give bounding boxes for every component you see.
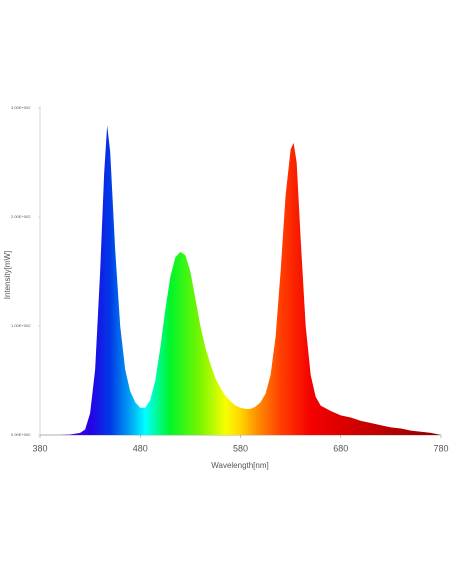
x-tick-label: 680 [333,443,348,453]
y-tick-label: 2.00E+002 [11,214,31,219]
x-tick-label: 580 [233,443,248,453]
y-tick-label: 0.00E+000 [11,432,31,437]
x-tick-label: 780 [433,443,448,453]
spectrum-area [60,125,442,435]
y-axis-label: Intensity[mW] [3,251,12,299]
y-tick-label: 1.00E+002 [11,323,31,328]
y-tick-label: 3.00E+002 [11,105,31,110]
x-tick-label: 480 [133,443,148,453]
x-axis-label: Wavelength[nm] [211,461,269,470]
x-tick-label: 380 [32,443,47,453]
